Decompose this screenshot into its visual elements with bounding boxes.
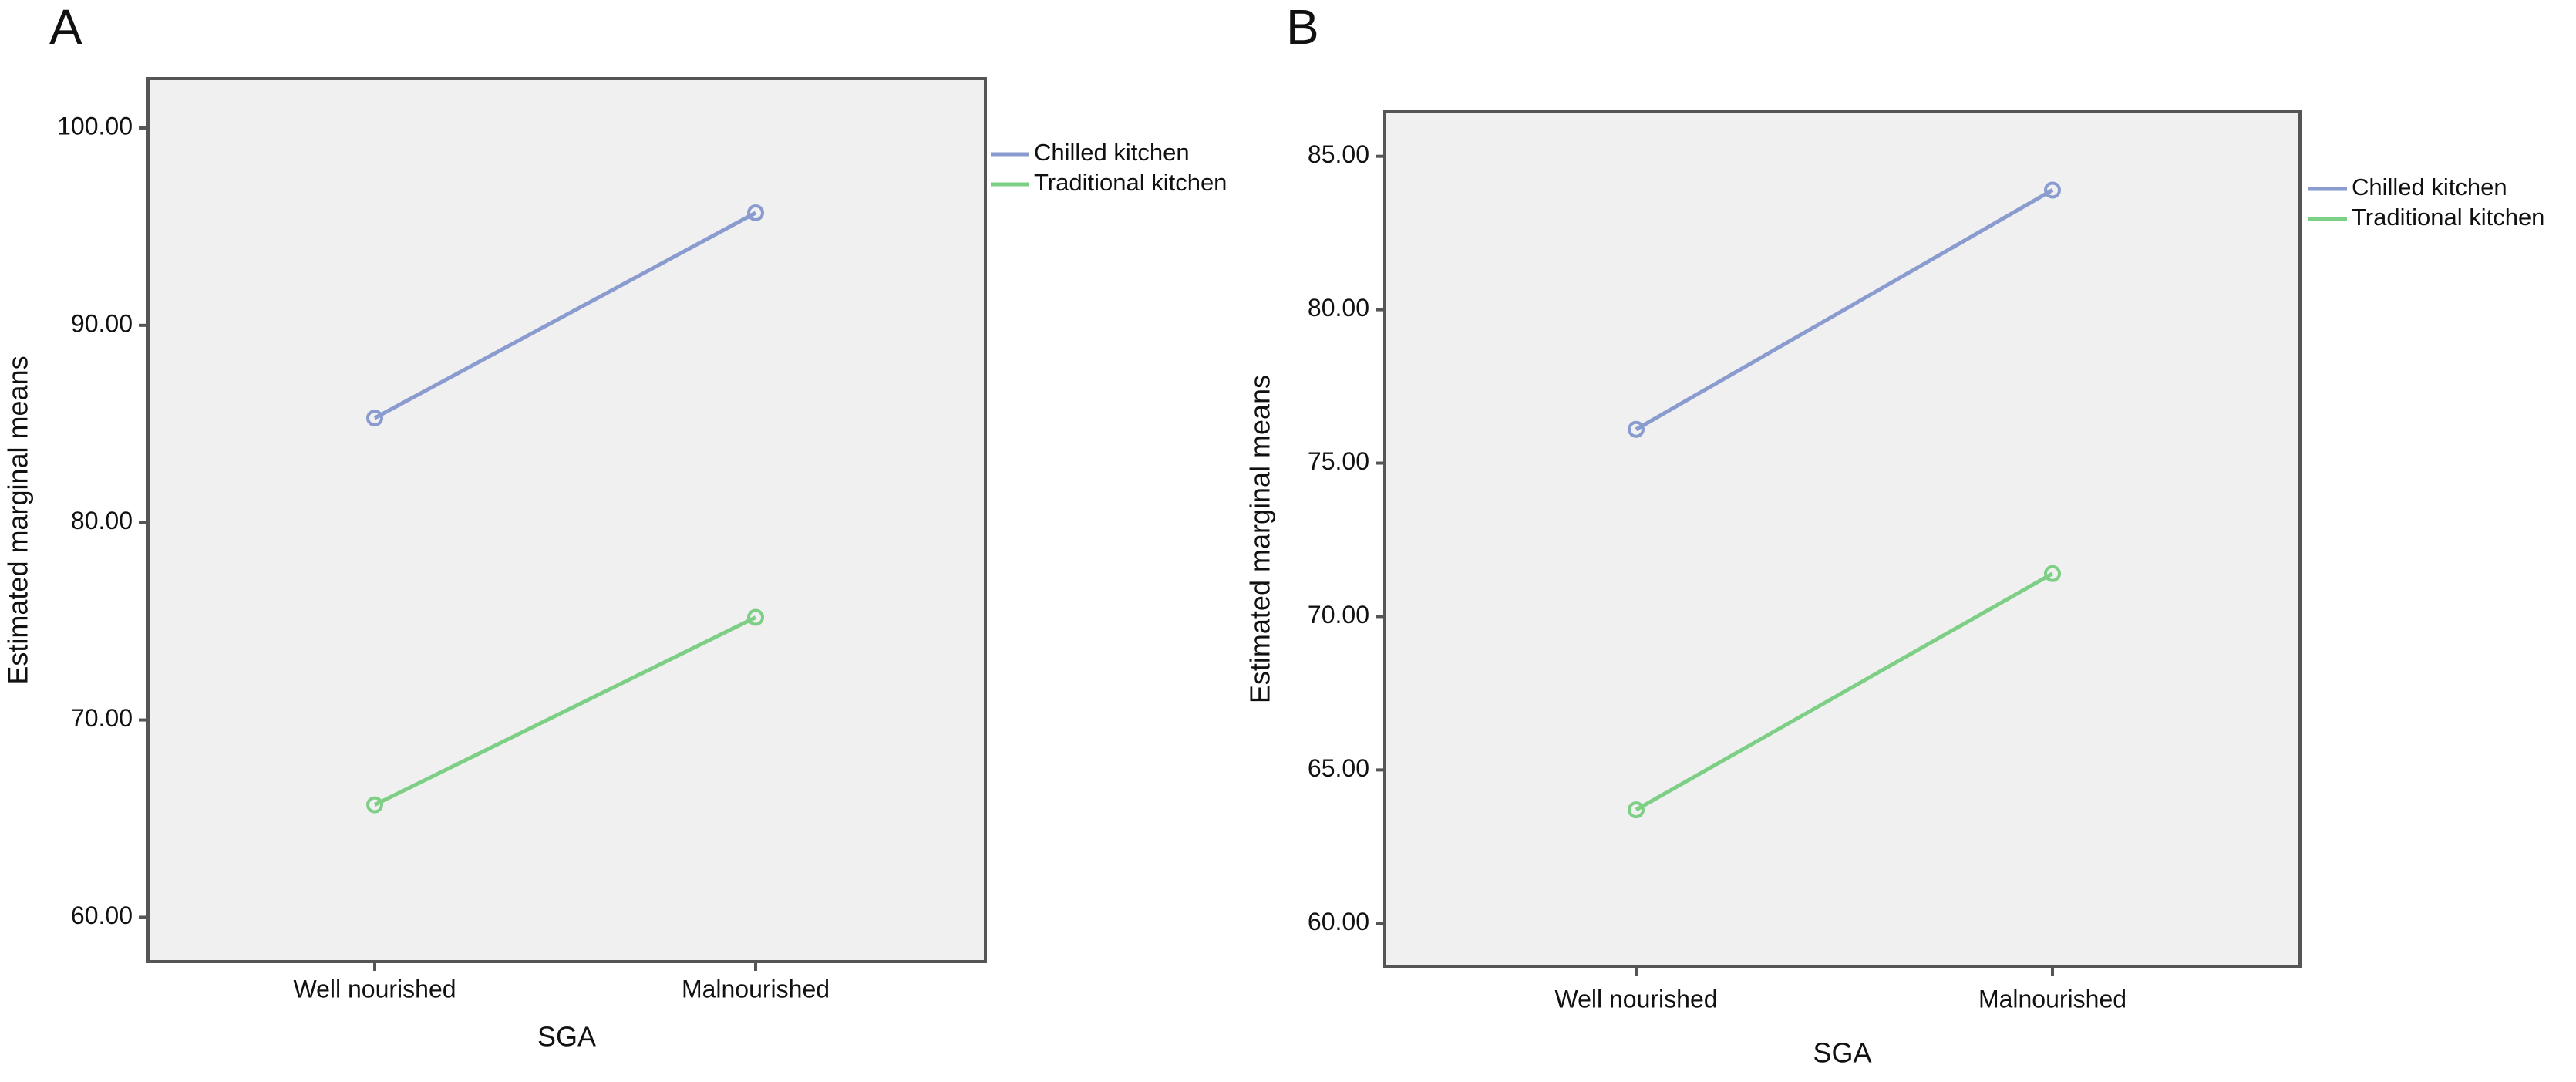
point-marker: [2044, 565, 2061, 582]
x-tick-label: Malnourished: [682, 975, 830, 1003]
x-tick-label: Malnourished: [1978, 985, 2126, 1013]
plot-area: [1383, 110, 2302, 968]
y-tick-label: 90.00: [71, 309, 133, 337]
legend-label: Chilled kitchen: [1034, 139, 1190, 166]
x-tick-label: Well nourished: [1554, 985, 1717, 1013]
y-tick-label: 70.00: [1308, 601, 1369, 629]
y-tick-label: 80.00: [71, 507, 133, 534]
y-axis-title: Estimated marginal means: [1244, 375, 1276, 703]
panel-label: A: [49, 0, 82, 55]
point-marker: [747, 204, 764, 221]
y-tick-label: 65.00: [1308, 754, 1369, 782]
legend-label: Traditional kitchen: [2352, 204, 2544, 231]
series-line: [1635, 571, 2054, 812]
panel-label: B: [1286, 0, 1319, 55]
series-line: [373, 211, 757, 420]
series-line: [373, 615, 757, 807]
legend-label: Traditional kitchen: [1034, 169, 1227, 196]
y-tick-label: 70.00: [71, 704, 133, 732]
y-tick-label: 75.00: [1308, 447, 1369, 475]
y-tick-label: 60.00: [1308, 908, 1369, 935]
y-axis-title: Estimated marginal means: [2, 356, 34, 684]
y-tick-label: 80.00: [1308, 294, 1369, 322]
point-marker: [366, 410, 383, 427]
x-axis-title: SGA: [1813, 1037, 1871, 1069]
point-marker: [1628, 801, 1645, 819]
legend-label: Chilled kitchen: [2352, 174, 2507, 201]
y-tick-label: 100.00: [57, 112, 133, 140]
plot-area: [146, 77, 987, 963]
point-marker: [747, 608, 764, 626]
y-tick-label: 85.00: [1308, 140, 1369, 168]
series-line: [1635, 188, 2054, 431]
point-marker: [1628, 420, 1645, 438]
x-tick-label: Well nourished: [293, 975, 456, 1003]
x-axis-title: SGA: [537, 1021, 596, 1053]
y-tick-label: 60.00: [71, 902, 133, 929]
point-marker: [366, 796, 383, 814]
point-marker: [2044, 181, 2061, 199]
